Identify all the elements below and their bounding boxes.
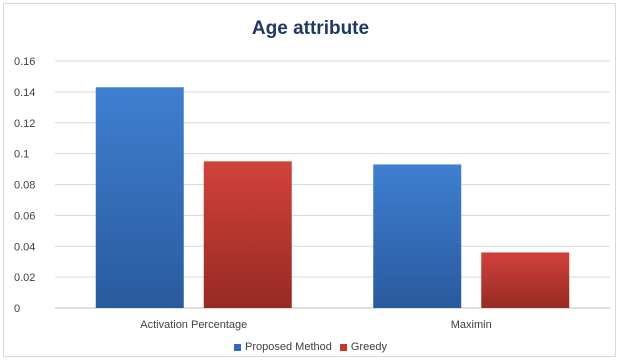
legend-item: Greedy (339, 341, 387, 353)
y-tick-label: 0.14 (14, 87, 35, 99)
y-tick-label: 0.08 (14, 180, 35, 192)
bar-greedy-maximin (481, 252, 570, 308)
y-tick-label: 0.04 (14, 241, 35, 253)
bar-proposed-method-activation-percentage (95, 87, 184, 309)
y-tick-label: 0.02 (14, 272, 35, 284)
x-category-label: Activation Percentage (140, 319, 247, 331)
legend-swatch (339, 343, 347, 351)
bar-proposed-method-maximin (373, 164, 462, 308)
legend-label: Greedy (350, 341, 387, 353)
bars (95, 87, 570, 309)
y-tick-label: 0.16 (14, 56, 35, 68)
y-tick-label: 0.12 (14, 118, 35, 130)
bar-greedy-activation-percentage (203, 161, 292, 308)
chart-title: Age attribute (251, 18, 370, 39)
legend-swatch (234, 343, 242, 351)
legend: Proposed Method Greedy (0, 341, 621, 354)
x-category-label: Maximin (451, 319, 492, 331)
x-axis-categories: Activation Percentage Maximin (140, 319, 491, 331)
y-tick-label: 0.1 (14, 149, 29, 161)
y-tick-label: 0.06 (14, 210, 35, 222)
y-tick-label: 0 (14, 303, 20, 315)
y-axis-ticks: 0 0.02 0.04 0.06 0.08 0.1 0.12 0.14 0.16 (14, 56, 35, 315)
legend-label: Proposed Method (245, 341, 332, 353)
legend-item: Proposed Method (234, 341, 332, 353)
